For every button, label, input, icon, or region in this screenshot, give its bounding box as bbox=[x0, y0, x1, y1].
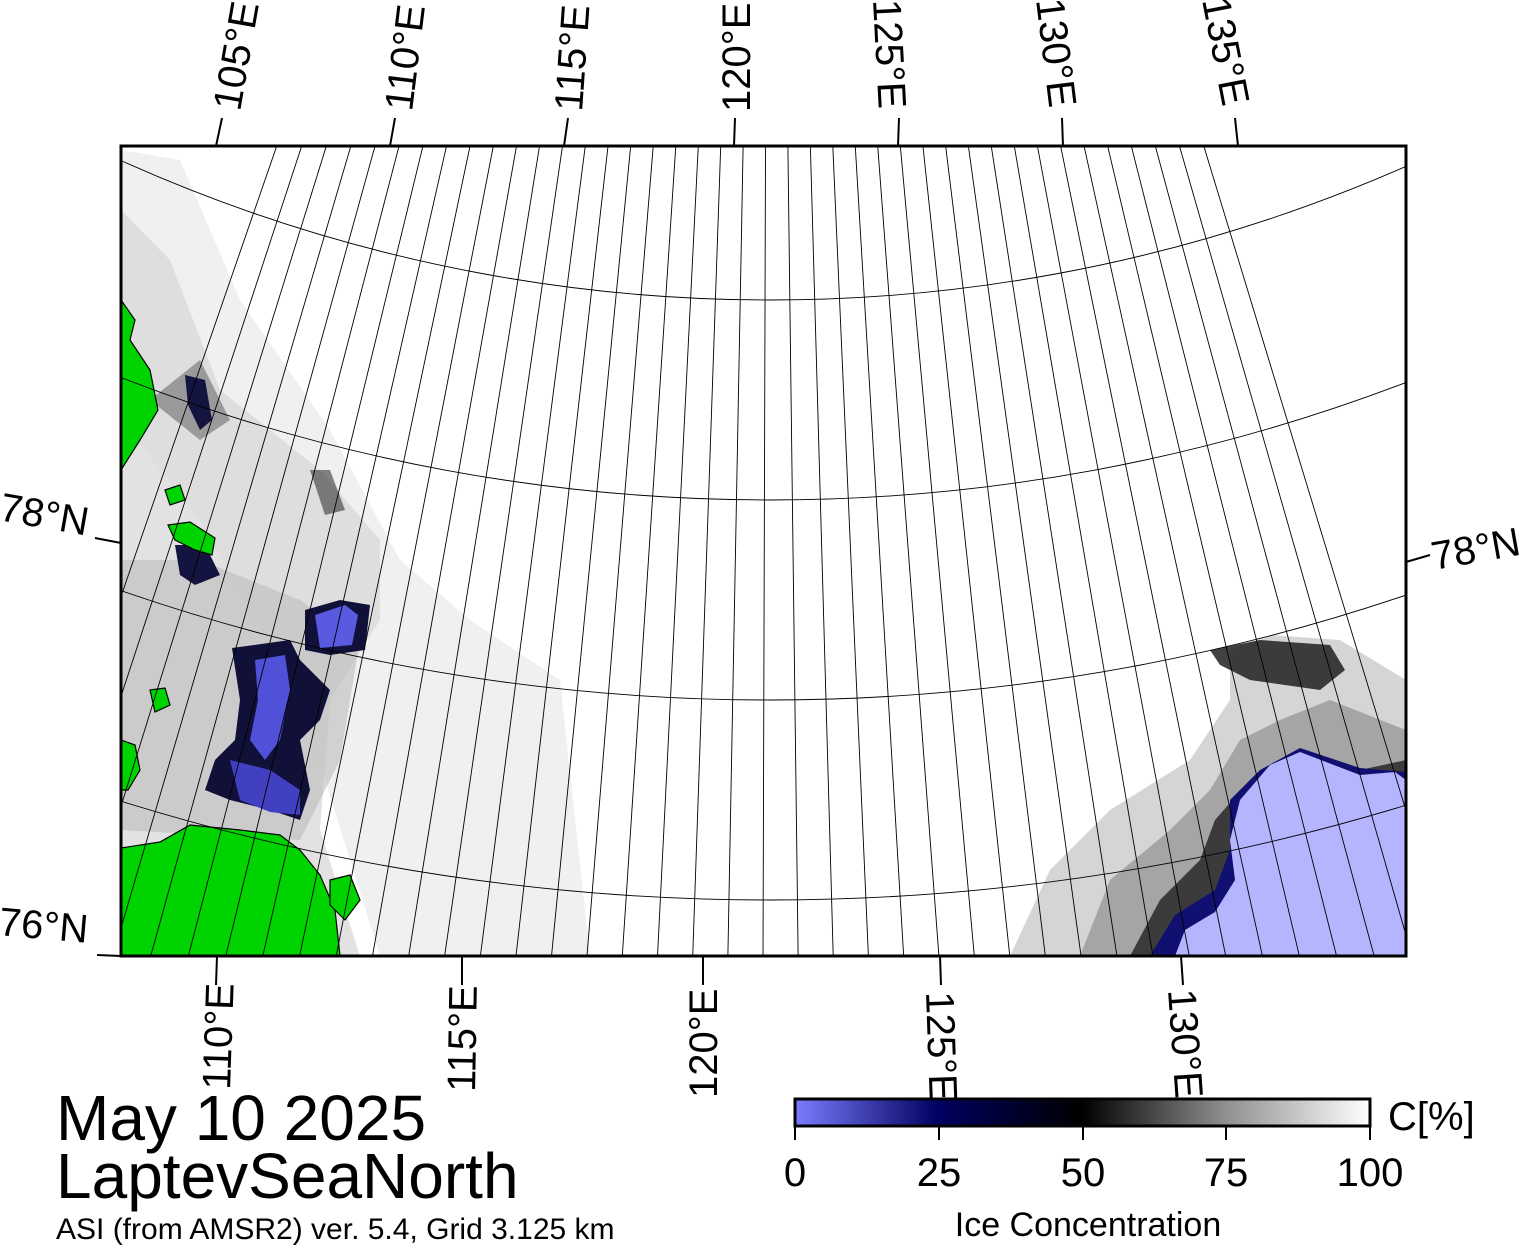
meridian-line bbox=[121, 146, 327, 808]
lat-label-76-left: 76°N bbox=[0, 900, 90, 952]
top-lon-label-130: 130°E bbox=[1027, 0, 1084, 110]
colorbar: 0 25 50 75 100 C[%] Ice Concentration bbox=[784, 1095, 1475, 1244]
colorbar-tick-75: 75 bbox=[1204, 1151, 1249, 1195]
product-caption: ASI (from AMSR2) ver. 5.4, Grid 3.125 km bbox=[56, 1213, 615, 1246]
date-caption: May 10 2025 bbox=[56, 1082, 427, 1154]
top-lon-label-115: 115°E bbox=[547, 3, 598, 112]
meridian-line bbox=[899, 146, 975, 956]
bottom-lon-label-120: 120°E bbox=[682, 989, 726, 1098]
map-ticks bbox=[94, 117, 1431, 986]
lat-label-78-right: 78°N bbox=[1428, 520, 1524, 579]
meridian-line bbox=[1154, 146, 1375, 956]
meridian-line bbox=[408, 146, 540, 956]
meridian-line bbox=[1083, 146, 1263, 956]
colorbar-tick-0: 0 bbox=[784, 1151, 806, 1195]
bottom-longitude-labels: 110°E 115°E 120°E 125°E 130°E bbox=[195, 982, 1211, 1101]
meridian-line bbox=[335, 146, 494, 956]
meridian-line bbox=[1060, 146, 1227, 956]
top-lon-label-125: 125°E bbox=[864, 0, 914, 110]
lat-label-78-left: 78°N bbox=[0, 486, 92, 545]
colorbar-tick-100: 100 bbox=[1337, 1151, 1404, 1195]
bottom-lon-label-115: 115°E bbox=[440, 985, 486, 1092]
meridian-line bbox=[1203, 146, 1406, 813]
meridian-line bbox=[1130, 146, 1338, 956]
colorbar-unit: C[%] bbox=[1388, 1095, 1475, 1139]
meridian-line bbox=[150, 146, 376, 956]
map-field bbox=[121, 146, 1406, 956]
bottom-lon-label-125: 125°E bbox=[917, 991, 965, 1102]
meridian-line bbox=[187, 146, 400, 956]
region-caption: LaptevSeaNorth bbox=[56, 1140, 519, 1212]
meridian-line bbox=[121, 146, 303, 698]
bottom-lon-label-130: 130°E bbox=[1159, 988, 1211, 1100]
meridian-line bbox=[586, 146, 654, 956]
meridian-line bbox=[967, 146, 1082, 956]
meridian-line bbox=[121, 146, 352, 930]
meridian-line bbox=[832, 146, 869, 956]
colorbar-title: Ice Concentration bbox=[955, 1206, 1222, 1244]
meridian-line bbox=[444, 146, 563, 956]
meridian-line bbox=[621, 146, 677, 956]
top-lon-label-120: 120°E bbox=[715, 3, 759, 112]
meridian-line bbox=[990, 146, 1118, 956]
meridian-line bbox=[727, 146, 744, 956]
top-lon-label-135: 135°E bbox=[1193, 0, 1257, 109]
meridian-line bbox=[1036, 146, 1190, 956]
colorbar-tick-50: 50 bbox=[1061, 1151, 1106, 1195]
map-frame bbox=[119, 144, 1408, 958]
meridian-line bbox=[372, 146, 517, 956]
colorbar-ramp bbox=[793, 1097, 1372, 1128]
meridian-line bbox=[262, 146, 447, 956]
meridian-line bbox=[692, 146, 722, 956]
land-island-c bbox=[149, 687, 171, 713]
land-island-d bbox=[121, 739, 141, 791]
meridian-line bbox=[657, 146, 699, 956]
meridian-line bbox=[121, 146, 278, 598]
meridian-line bbox=[809, 146, 834, 956]
meridian-line bbox=[1178, 146, 1406, 937]
land-island-e bbox=[329, 874, 361, 921]
meridian-line bbox=[854, 146, 905, 956]
top-lon-label-105: 105°E bbox=[206, 0, 268, 114]
top-longitude-labels: 105°E 110°E 115°E 120°E 125°E 130°E 135°… bbox=[206, 0, 1258, 114]
meridian-line bbox=[299, 146, 471, 956]
graticule bbox=[121, 146, 1406, 956]
meridian-line bbox=[945, 146, 1046, 956]
meridian-line bbox=[877, 146, 940, 956]
open-water-east bbox=[1175, 752, 1406, 956]
meridian-line bbox=[762, 146, 766, 956]
meridian-line bbox=[551, 146, 632, 956]
meridian-line bbox=[515, 146, 609, 956]
meridian-line bbox=[922, 146, 1011, 956]
meridian-line bbox=[479, 146, 586, 956]
colorbar-ticks bbox=[794, 1126, 1371, 1140]
bottom-lon-label-110: 110°E bbox=[195, 982, 243, 1090]
meridian-line bbox=[787, 146, 799, 956]
top-lon-label-110: 110°E bbox=[377, 2, 434, 113]
meridian-line bbox=[1013, 146, 1154, 956]
colorbar-tick-25: 25 bbox=[917, 1151, 962, 1195]
meridian-line bbox=[1107, 146, 1300, 956]
land-island-a bbox=[167, 521, 216, 556]
meridian-line bbox=[225, 146, 424, 956]
